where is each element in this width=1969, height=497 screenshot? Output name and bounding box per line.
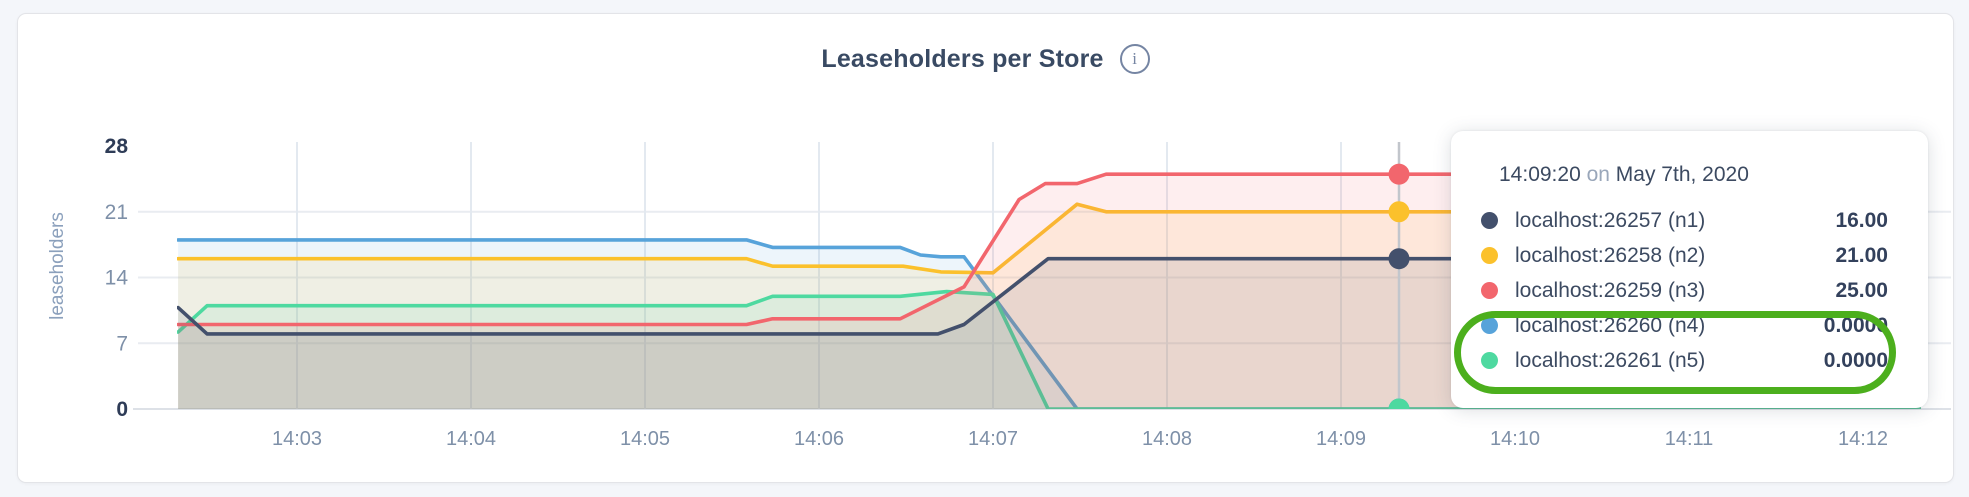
y-tick-label: 21 bbox=[105, 201, 128, 224]
x-tick-label: 14:07 bbox=[968, 428, 1018, 450]
tooltip-row: localhost:26260 (n4) 0.0000 bbox=[1481, 308, 1890, 343]
series-area bbox=[178, 239, 1921, 409]
tooltip-conjunction: on bbox=[1586, 163, 1610, 186]
series-label: localhost:26260 (n4) bbox=[1515, 313, 1706, 337]
series-area bbox=[178, 291, 1921, 409]
x-tick-label: 14:03 bbox=[272, 428, 322, 450]
chart-tooltip: 14:09:20 on May 7th, 2020 localhost:2625… bbox=[1451, 131, 1928, 408]
chart-title: Leaseholders per Store bbox=[821, 44, 1104, 73]
x-tick-label: 14:10 bbox=[1490, 428, 1540, 450]
y-tick-label: 28 bbox=[105, 135, 129, 158]
tooltip-row: localhost:26261 (n5) 0.0000 bbox=[1481, 343, 1890, 378]
series-label: localhost:26261 (n5) bbox=[1515, 348, 1706, 372]
series-color-dot bbox=[1481, 282, 1498, 299]
y-tick-label: 14 bbox=[105, 267, 129, 290]
info-icon[interactable]: i bbox=[1119, 44, 1150, 74]
x-tick-label: 14:06 bbox=[794, 428, 844, 450]
series-color-dot bbox=[1481, 352, 1498, 369]
tooltip-row: localhost:26257 (n1) 16.00 bbox=[1481, 203, 1890, 238]
series-value: 0.0000 bbox=[1823, 313, 1888, 337]
series-label: localhost:26257 (n1) bbox=[1515, 208, 1706, 232]
series-line bbox=[177, 172, 1921, 327]
tooltip-row: localhost:26258 (n2) 21.00 bbox=[1481, 238, 1890, 273]
tooltip-date: May 7th, 2020 bbox=[1615, 163, 1749, 186]
series-color-dot bbox=[1481, 317, 1498, 334]
series-value: 0.0000 bbox=[1823, 348, 1888, 372]
series-line bbox=[177, 256, 1921, 336]
x-tick-label: 14:09 bbox=[1316, 428, 1366, 450]
series-value: 16.00 bbox=[1835, 208, 1888, 232]
series-label: localhost:26258 (n2) bbox=[1515, 243, 1706, 267]
series-line bbox=[177, 202, 1921, 275]
x-tick-label: 14:12 bbox=[1838, 428, 1888, 450]
y-tick-label: 0 bbox=[116, 398, 128, 421]
series-line bbox=[177, 238, 1921, 409]
tooltip-timestamp: 14:09:20 on May 7th, 2020 bbox=[1499, 163, 1890, 187]
tooltip-rows: localhost:26257 (n1) 16.00 localhost:26258… bbox=[1481, 203, 1890, 378]
series-value: 21.00 bbox=[1835, 243, 1888, 267]
series-line bbox=[177, 289, 1921, 409]
crosshair-dot bbox=[1388, 248, 1410, 270]
series-color-dot bbox=[1481, 212, 1498, 229]
series-color-dot bbox=[1481, 247, 1498, 264]
x-tick-label: 14:11 bbox=[1665, 428, 1714, 450]
series-label: localhost:26259 (n3) bbox=[1515, 278, 1706, 302]
tooltip-time: 14:09:20 bbox=[1499, 163, 1581, 186]
crosshair-dot bbox=[1388, 398, 1410, 409]
series-value: 25.00 bbox=[1835, 278, 1888, 302]
tooltip-row: localhost:26259 (n3) 25.00 bbox=[1481, 273, 1890, 308]
chart-header: Leaseholders per Store i bbox=[18, 44, 1953, 74]
y-tick-label: 7 bbox=[116, 332, 128, 355]
x-tick-label: 14:05 bbox=[620, 428, 670, 450]
x-tick-label: 14:04 bbox=[446, 428, 496, 450]
crosshair-dot bbox=[1388, 163, 1410, 185]
crosshair-dots bbox=[1388, 163, 1410, 409]
x-tick-label: 14:08 bbox=[1142, 428, 1192, 450]
crosshair-dot bbox=[1388, 201, 1410, 223]
